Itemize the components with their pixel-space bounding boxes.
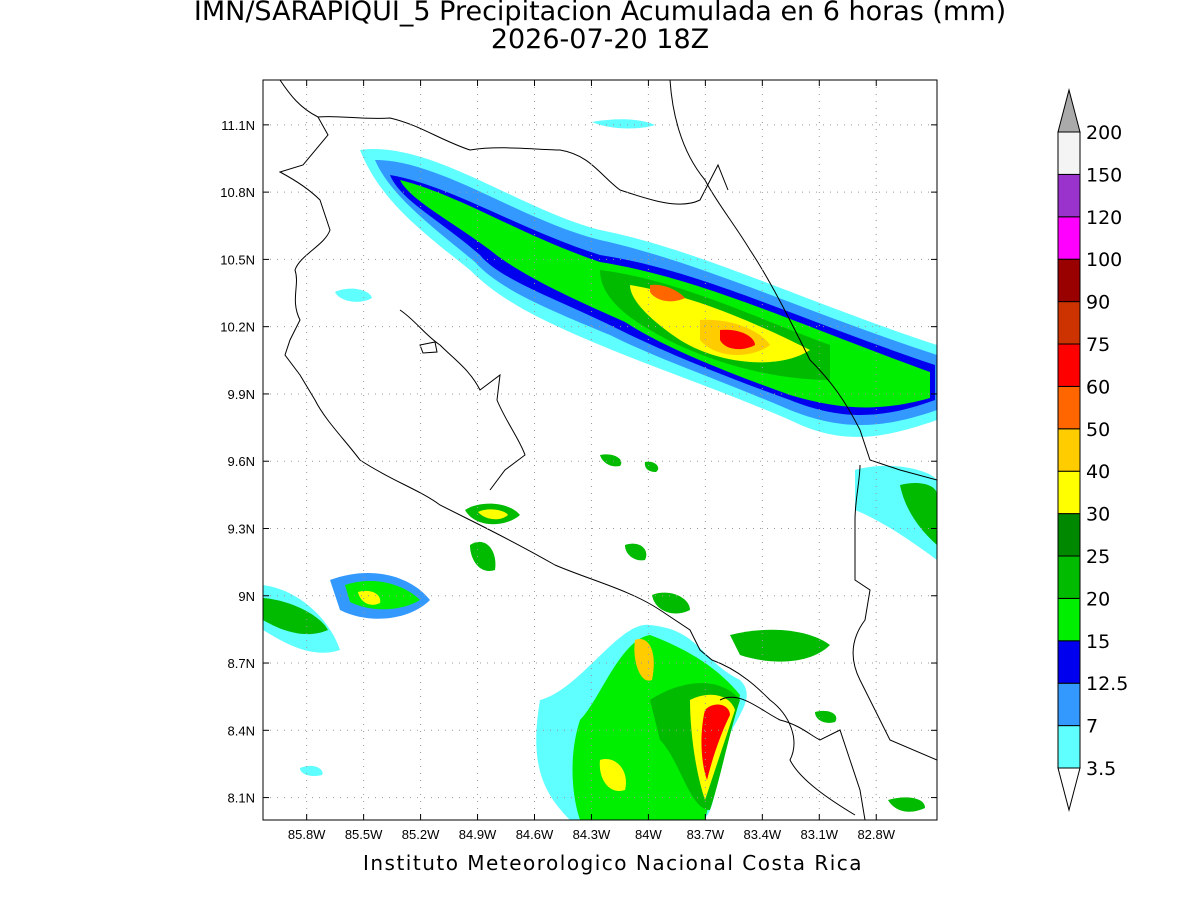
y-tick-label: 10.8N <box>220 185 255 200</box>
colorbar-label: 60 <box>1086 376 1110 398</box>
map <box>263 80 937 820</box>
x-tick-label: 83.1W <box>800 827 838 842</box>
colorbar-box <box>1057 216 1081 260</box>
y-tick-label: 8.4N <box>228 723 255 738</box>
colorbar-label: 90 <box>1086 292 1110 314</box>
colorbar-box <box>1057 343 1081 387</box>
y-tick-label: 9.6N <box>228 454 255 469</box>
coastline <box>719 696 866 820</box>
colorbar-triangle <box>1057 88 1081 133</box>
colorbar-box <box>1057 597 1081 642</box>
coastline <box>419 341 438 354</box>
y-tick-label: 11.1N <box>221 118 255 133</box>
coastline <box>669 80 937 481</box>
y-tick-label: 8.7N <box>228 656 255 671</box>
colorbar-box <box>1057 555 1081 599</box>
x-tick-label: 84.3W <box>573 827 611 842</box>
y-tick-label: 10.5N <box>220 252 255 267</box>
y-tick-label: 9N <box>238 589 255 604</box>
colorbar-box <box>1057 725 1081 769</box>
colorbar-label: 100 <box>1086 249 1122 271</box>
colorbar-triangle <box>1057 767 1081 812</box>
x-tick-label: 84.9W <box>459 827 497 842</box>
colorbar-label: 75 <box>1086 334 1110 356</box>
colorbar-label: 12.5 <box>1086 673 1128 695</box>
colorbar-box <box>1057 682 1081 727</box>
colorbar-label: 40 <box>1086 461 1110 483</box>
y-tick-label: 9.9N <box>228 387 255 402</box>
colorbar-label: 15 <box>1086 631 1110 653</box>
x-tick-label: 85.2W <box>402 827 440 842</box>
x-tick-label: 84.6W <box>516 827 554 842</box>
colorbar-label: 7 <box>1086 716 1098 738</box>
coastline <box>278 80 856 816</box>
colorbar-label: 20 <box>1086 588 1110 610</box>
colorbar-box <box>1057 301 1081 345</box>
title: IMN/SARAPIQUI_5 Precipitacion Acumulada … <box>194 0 1006 27</box>
x-tick-label: 85.8W <box>288 827 326 842</box>
precip-area <box>263 119 937 820</box>
y-tick-label: 8.1N <box>228 791 255 806</box>
colorbar-label: 150 <box>1086 164 1122 186</box>
colorbar-label: 50 <box>1086 419 1110 441</box>
x-tick-label: 85.5W <box>345 827 383 842</box>
colorbar-box <box>1057 131 1081 175</box>
colorbar-box <box>1057 640 1081 684</box>
y-tick-label: 10.2N <box>220 320 255 335</box>
x-tick-label: 84W <box>635 827 662 842</box>
colorbar-box <box>1057 428 1081 472</box>
colorbar-label: 200 <box>1086 122 1122 144</box>
x-tick-label: 82.8W <box>857 827 895 842</box>
coastline <box>399 309 526 491</box>
colorbar-box <box>1057 385 1081 430</box>
colorbar-box <box>1057 513 1081 557</box>
map-frame <box>262 79 938 821</box>
border <box>852 464 937 761</box>
colorbar-box <box>1057 470 1081 515</box>
x-tick-label: 83.7W <box>687 827 725 842</box>
colorbar-label: 120 <box>1086 207 1122 229</box>
colorbar-label: 30 <box>1086 504 1110 526</box>
colorbar-box <box>1057 258 1081 303</box>
subtitle: 2026-07-20 18Z <box>491 24 709 55</box>
colorbar-label: 3.5 <box>1086 758 1116 780</box>
footer: Instituto Meteorologico Nacional Costa R… <box>363 851 863 875</box>
colorbar-box <box>1057 173 1081 218</box>
y-tick-label: 9.3N <box>228 521 255 536</box>
x-tick-label: 83.4W <box>744 827 782 842</box>
colorbar-label: 25 <box>1086 546 1110 568</box>
border <box>317 116 729 205</box>
